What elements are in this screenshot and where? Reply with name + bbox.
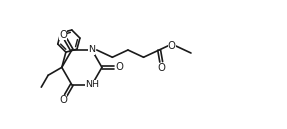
Text: O: O <box>115 62 123 72</box>
Text: O: O <box>59 30 67 40</box>
Text: O: O <box>157 63 165 73</box>
Text: O: O <box>59 95 67 105</box>
Text: N: N <box>88 46 95 54</box>
Text: O: O <box>168 41 176 51</box>
Text: NH: NH <box>85 80 99 89</box>
